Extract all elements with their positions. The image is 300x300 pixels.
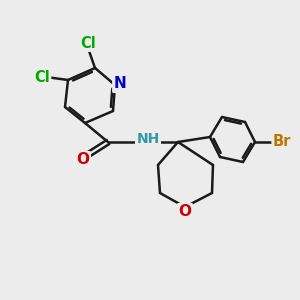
Text: N: N [114,76,126,92]
Text: O: O [76,152,89,167]
Text: NH: NH [136,132,160,146]
Text: Cl: Cl [34,70,50,85]
Text: O: O [178,205,191,220]
Text: Cl: Cl [80,35,96,50]
Text: Br: Br [273,134,291,149]
